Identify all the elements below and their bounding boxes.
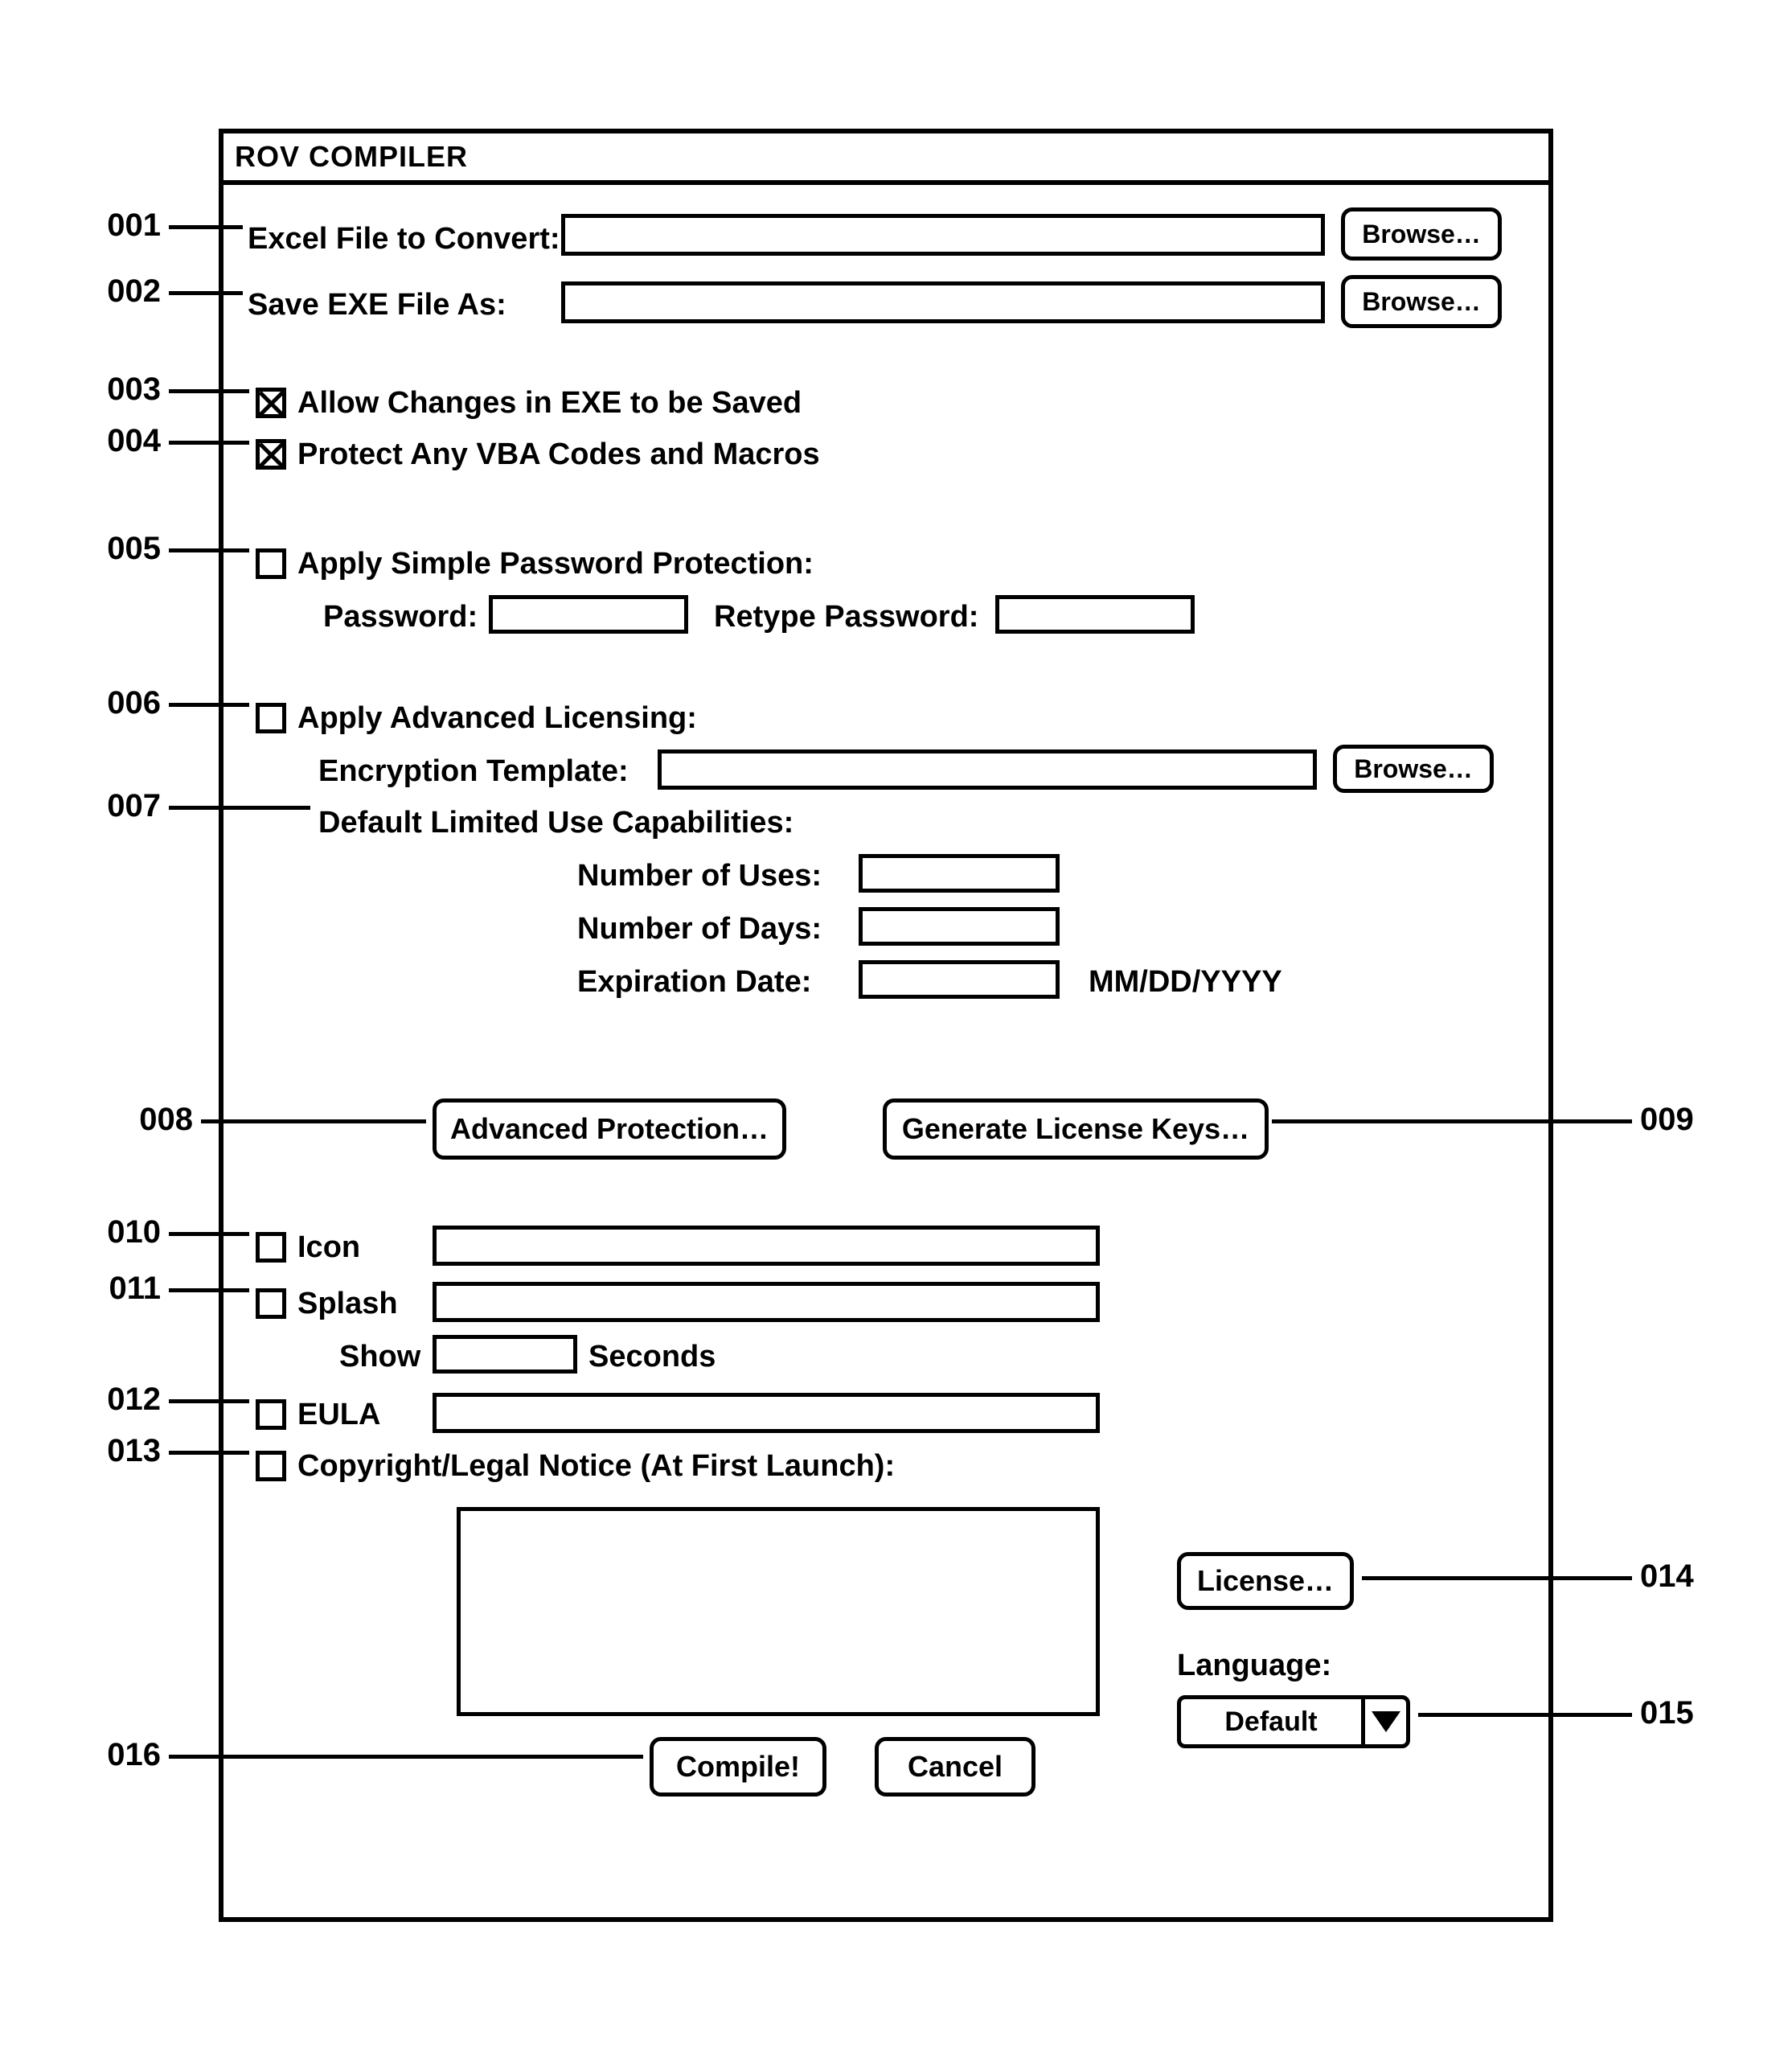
callout-005: 005 <box>88 531 161 567</box>
number-days-label: Number of Days: <box>577 912 822 947</box>
password-input[interactable] <box>489 595 688 634</box>
callout-004: 004 <box>88 423 161 459</box>
excel-file-browse-button[interactable]: Browse… <box>1341 207 1502 261</box>
callout-line <box>169 1232 249 1236</box>
callout-line <box>169 1399 249 1403</box>
expiration-date-label: Expiration Date: <box>577 965 811 1000</box>
advanced-licensing-label: Apply Advanced Licensing: <box>297 701 697 736</box>
save-exe-label: Save EXE File As: <box>248 288 506 322</box>
dropdown-arrow-icon <box>1361 1699 1406 1744</box>
callout-007: 007 <box>88 788 161 824</box>
callout-line <box>169 225 243 229</box>
show-label: Show <box>339 1340 420 1374</box>
number-uses-label: Number of Uses: <box>577 859 822 893</box>
expiration-date-input[interactable] <box>859 960 1060 999</box>
icon-label: Icon <box>297 1230 360 1265</box>
language-label: Language: <box>1177 1649 1331 1683</box>
number-uses-input[interactable] <box>859 854 1060 893</box>
license-button[interactable]: License… <box>1177 1552 1354 1610</box>
window-title: ROV COMPILER <box>223 133 1548 185</box>
protect-vba-checkbox[interactable] <box>256 439 286 470</box>
callout-011: 011 <box>88 1271 161 1307</box>
copyright-textarea[interactable] <box>457 1507 1100 1716</box>
callout-line <box>169 806 310 810</box>
callout-line <box>201 1119 426 1123</box>
callout-line <box>169 389 249 393</box>
callout-line <box>169 1755 643 1759</box>
callout-line <box>169 703 249 707</box>
language-dropdown[interactable]: Default <box>1177 1695 1410 1748</box>
callout-010: 010 <box>88 1214 161 1250</box>
compile-button[interactable]: Compile! <box>650 1737 826 1797</box>
callout-009: 009 <box>1640 1102 1712 1138</box>
retype-password-label: Retype Password: <box>714 600 978 634</box>
excel-file-input[interactable] <box>561 214 1325 256</box>
simple-password-label: Apply Simple Password Protection: <box>297 547 814 581</box>
cancel-button[interactable]: Cancel <box>875 1737 1035 1797</box>
callout-016: 016 <box>88 1737 161 1773</box>
callout-003: 003 <box>88 372 161 408</box>
callout-012: 012 <box>88 1382 161 1418</box>
window-content: Excel File to Convert: Browse… Save EXE … <box>223 185 1548 1920</box>
expiration-hint: MM/DD/YYYY <box>1089 965 1282 1000</box>
icon-input[interactable] <box>433 1226 1100 1266</box>
icon-checkbox[interactable] <box>256 1232 286 1263</box>
allow-changes-checkbox[interactable] <box>256 388 286 418</box>
number-days-input[interactable] <box>859 907 1060 946</box>
eula-checkbox[interactable] <box>256 1399 286 1430</box>
callout-014: 014 <box>1640 1558 1712 1595</box>
callout-line <box>1362 1576 1632 1580</box>
app-window: ROV COMPILER Excel File to Convert: Brow… <box>219 129 1553 1922</box>
advanced-protection-button[interactable]: Advanced Protection… <box>433 1098 786 1160</box>
callout-006: 006 <box>88 685 161 721</box>
callout-002: 002 <box>88 273 161 310</box>
encryption-template-input[interactable] <box>658 749 1317 790</box>
advanced-licensing-checkbox[interactable] <box>256 703 286 733</box>
callout-015: 015 <box>1640 1695 1712 1731</box>
generate-license-keys-button[interactable]: Generate License Keys… <box>883 1098 1269 1160</box>
callout-line <box>169 548 249 552</box>
callout-line <box>169 1288 249 1292</box>
callout-line <box>169 441 249 445</box>
limited-use-header: Default Limited Use Capabilities: <box>318 806 793 840</box>
callout-line <box>1418 1713 1632 1717</box>
allow-changes-label: Allow Changes in EXE to be Saved <box>297 386 802 421</box>
protect-vba-label: Protect Any VBA Codes and Macros <box>297 437 820 472</box>
encryption-browse-button[interactable]: Browse… <box>1333 745 1494 793</box>
copyright-label: Copyright/Legal Notice (At First Launch)… <box>297 1449 895 1484</box>
splash-label: Splash <box>297 1287 398 1321</box>
show-seconds-input[interactable] <box>433 1335 577 1374</box>
callout-line <box>169 291 243 295</box>
retype-password-input[interactable] <box>995 595 1195 634</box>
save-exe-browse-button[interactable]: Browse… <box>1341 275 1502 328</box>
excel-file-label: Excel File to Convert: <box>248 222 560 257</box>
callout-001: 001 <box>88 207 161 244</box>
copyright-checkbox[interactable] <box>256 1451 286 1481</box>
canvas: ROV COMPILER Excel File to Convert: Brow… <box>0 0 1792 2045</box>
callout-013: 013 <box>88 1433 161 1469</box>
password-label: Password: <box>323 600 478 634</box>
eula-label: EULA <box>297 1398 380 1432</box>
encryption-template-label: Encryption Template: <box>318 754 629 789</box>
eula-input[interactable] <box>433 1393 1100 1433</box>
seconds-label: Seconds <box>588 1340 716 1374</box>
save-exe-input[interactable] <box>561 281 1325 323</box>
language-value: Default <box>1181 1699 1361 1744</box>
splash-checkbox[interactable] <box>256 1288 286 1319</box>
splash-input[interactable] <box>433 1282 1100 1322</box>
callout-line <box>1272 1119 1632 1123</box>
callout-line <box>169 1451 249 1455</box>
callout-008: 008 <box>121 1102 193 1138</box>
simple-password-checkbox[interactable] <box>256 548 286 579</box>
